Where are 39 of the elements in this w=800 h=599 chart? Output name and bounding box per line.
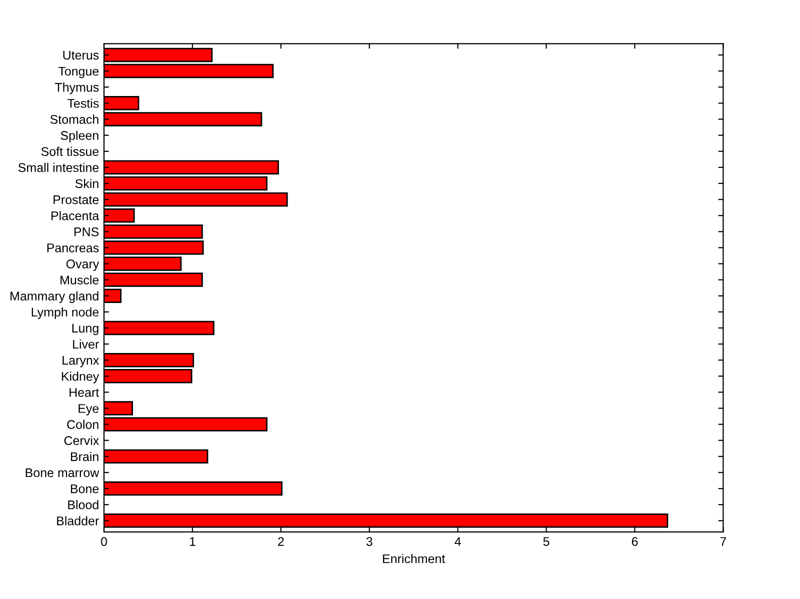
y-tick-label: Uterus bbox=[63, 50, 99, 60]
y-tick-label: Bladder bbox=[57, 516, 99, 526]
x-tick-label: 6 bbox=[632, 537, 638, 546]
y-tick-label: Thymus bbox=[54, 82, 99, 94]
y-tick-label: Brain bbox=[70, 452, 98, 462]
y-tick-label: Larynx bbox=[62, 356, 100, 368]
y-tick-label: Spleen bbox=[60, 130, 98, 142]
y-tick-label: Placenta bbox=[52, 211, 100, 220]
y-tick-label: Cervix bbox=[64, 436, 100, 446]
y-tick-label: Heart bbox=[70, 388, 100, 397]
y-tick-label: Mammary gland bbox=[10, 291, 98, 303]
y-tick-label: Kidney bbox=[62, 372, 100, 384]
y-tick-label: Soft tissue bbox=[41, 146, 99, 156]
y-tick-label: Skin bbox=[75, 178, 98, 188]
y-tick-label: Small intestine bbox=[18, 162, 99, 172]
y-tick-label: Liver bbox=[73, 339, 99, 349]
y-tick-label: Bone marrow bbox=[26, 468, 100, 478]
y-tick-label: Tongue bbox=[58, 66, 99, 78]
x-tick-label: 4 bbox=[454, 537, 461, 546]
y-tick-label: Pancreas bbox=[47, 244, 99, 252]
x-tick-label: 2 bbox=[278, 537, 284, 546]
y-tick-label: Ovary bbox=[66, 260, 100, 271]
y-tick-label: Lung bbox=[72, 324, 98, 336]
y-tick-label: Bone bbox=[70, 484, 99, 494]
y-tick-label: Blood bbox=[68, 500, 98, 510]
y-tick-label: PNS bbox=[74, 227, 99, 236]
y-tick-label: Prostate bbox=[54, 195, 99, 204]
y-tick-label: Stomach bbox=[50, 114, 98, 124]
y-tick-label: Eye bbox=[78, 404, 99, 416]
x-tick-label: 7 bbox=[720, 537, 726, 546]
x-tick-label: 3 bbox=[366, 537, 372, 546]
y-tick-label: Lymph node bbox=[32, 307, 99, 320]
y-tick-label: Colon bbox=[67, 420, 98, 429]
x-tick-label: 1 bbox=[190, 537, 196, 546]
y-tick-label: Testis bbox=[67, 98, 99, 108]
y-tick-label: Muscle bbox=[60, 275, 99, 284]
x-tick-label: 0 bbox=[101, 537, 107, 546]
x-axis-title: Enrichment bbox=[383, 554, 446, 564]
x-tick-label: 5 bbox=[543, 537, 550, 546]
